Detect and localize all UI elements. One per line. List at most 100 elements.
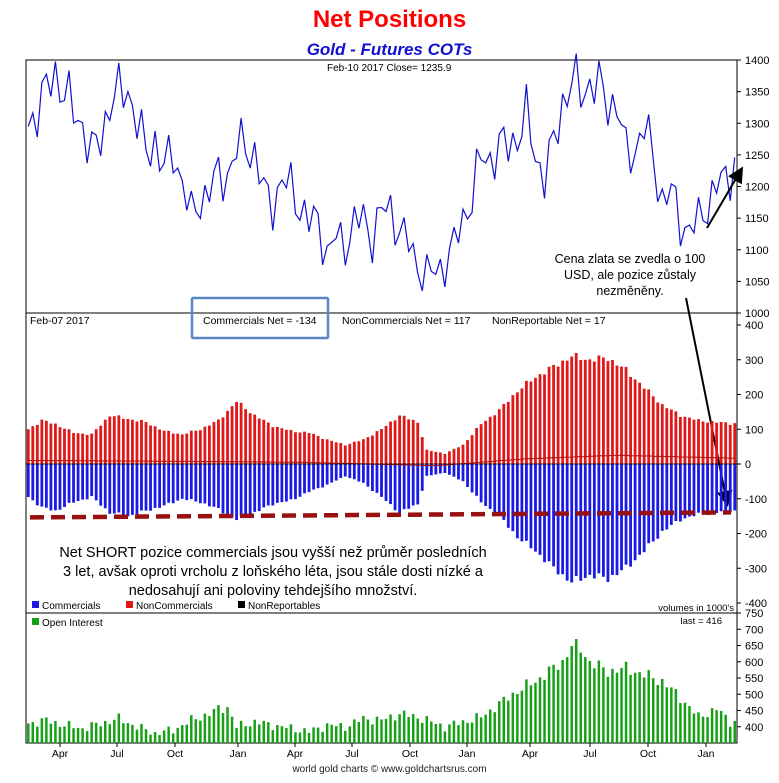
commercials-bar (72, 464, 75, 503)
open-interest-bar (108, 724, 112, 743)
noncommercials-bar (497, 409, 501, 464)
noncommercials-bar (525, 380, 528, 464)
open-interest-bar (547, 666, 551, 743)
x-tick-label: Jul (110, 748, 123, 760)
commercials-bar (135, 464, 139, 515)
noncommercials-bar (479, 424, 483, 464)
price-y-tick-label: 1250 (745, 150, 769, 162)
commercials-bar (633, 464, 637, 561)
noncommercials-bar (543, 374, 546, 464)
noncommercials-bar (583, 359, 587, 464)
commercials-bar (366, 464, 370, 487)
noncommercials-bar (515, 392, 519, 464)
commercials-bar (85, 464, 89, 500)
open-interest-bar (565, 657, 569, 743)
noncommercials-bar (208, 425, 211, 464)
commercials-bar (728, 464, 732, 513)
open-interest-bar (325, 723, 329, 743)
open-interest-bar (199, 720, 202, 743)
open-interest-bar (706, 717, 709, 743)
commercials-bar (108, 464, 112, 514)
noncommercials-bar (31, 426, 35, 464)
commercials-bar (389, 464, 392, 505)
open-interest-bar (307, 732, 311, 743)
commercials-bar (298, 464, 302, 497)
x-tick-label: Apr (52, 748, 69, 760)
open-interest-bar (701, 716, 705, 743)
open-interest-bar (267, 722, 270, 743)
commercials-bar (257, 464, 261, 512)
oi-y-tick-label: 700 (745, 624, 763, 636)
commercials-bar (470, 464, 474, 493)
noncommercials-bar (312, 433, 315, 464)
open-interest-bar (633, 672, 637, 743)
commercials-average-line (29, 510, 732, 520)
commercials-bar (425, 464, 429, 476)
open-interest-bar (239, 720, 243, 743)
open-interest-bar (67, 720, 71, 743)
noncommercials-bar (162, 430, 166, 464)
open-interest-bar (529, 685, 533, 743)
commercials-bar (570, 464, 574, 583)
open-interest-bar (235, 727, 238, 743)
noncommercials-bar (669, 409, 673, 464)
commercials-bar (638, 464, 642, 555)
open-interest-bar (289, 724, 293, 743)
noncommercials-bar (466, 440, 469, 464)
commercials-bar (715, 464, 719, 514)
open-interest-bar (380, 719, 383, 743)
noncommercials-bar (307, 433, 311, 464)
open-interest-bar (276, 725, 279, 743)
commercials-bar (402, 464, 406, 510)
cot-y-tick-label: -300 (745, 563, 767, 575)
noncommercials-bar (728, 424, 732, 464)
open-interest-bar (253, 719, 256, 743)
open-interest-bar (190, 715, 193, 743)
open-interest-bar (674, 689, 678, 743)
noncommercials-bar (416, 422, 420, 464)
open-interest-bar (158, 734, 161, 743)
commercials-bar (153, 464, 157, 508)
noncommercials-bar (597, 355, 601, 464)
commercials-bar (339, 464, 343, 478)
open-interest-bar (670, 687, 673, 743)
commercials-bar (144, 464, 148, 511)
open-interest-bar (620, 667, 623, 743)
commercials-bar (103, 464, 107, 509)
commercials-bar (692, 464, 696, 517)
open-interest-bar (434, 723, 438, 743)
cot-y-tick-label: -100 (745, 494, 767, 506)
open-interest-bar (384, 718, 388, 743)
commercials-bar (488, 464, 492, 509)
commercials-bar (271, 464, 275, 506)
commercials-bar (597, 464, 601, 574)
commercials-bar (407, 464, 411, 509)
commercials-bar (434, 464, 438, 475)
commercials-bar (583, 464, 587, 578)
commercials-bar (289, 464, 293, 500)
open-interest-bar (104, 720, 107, 743)
commercials-bar (411, 464, 415, 506)
noncommercials-bar (85, 434, 89, 464)
noncommercials-bar (438, 452, 442, 464)
commercials-bar (162, 464, 166, 506)
noncommercials-bar (153, 426, 157, 464)
cot-y-tick-label: -400 (745, 598, 767, 610)
noncommercials-net-label: NonCommercials Net = 117 (342, 315, 471, 327)
noncommercials-bar (506, 401, 510, 464)
open-interest-bar (534, 682, 537, 743)
open-interest-bar (538, 677, 542, 743)
open-interest-bar (58, 726, 62, 743)
open-interest-bar (615, 672, 619, 743)
open-interest-bar (629, 674, 632, 743)
noncommercials-bar (72, 433, 75, 464)
noncommercials-bar (692, 419, 696, 464)
commercials-bar (706, 464, 709, 515)
commercials-bar (511, 464, 515, 532)
noncommercials-bar (253, 414, 257, 464)
open-interest-bar (81, 728, 84, 743)
noncommercials-bar (357, 441, 361, 464)
commercials-bar (330, 464, 334, 483)
commercials-net-label: Commercials Net = -134 (203, 315, 317, 327)
